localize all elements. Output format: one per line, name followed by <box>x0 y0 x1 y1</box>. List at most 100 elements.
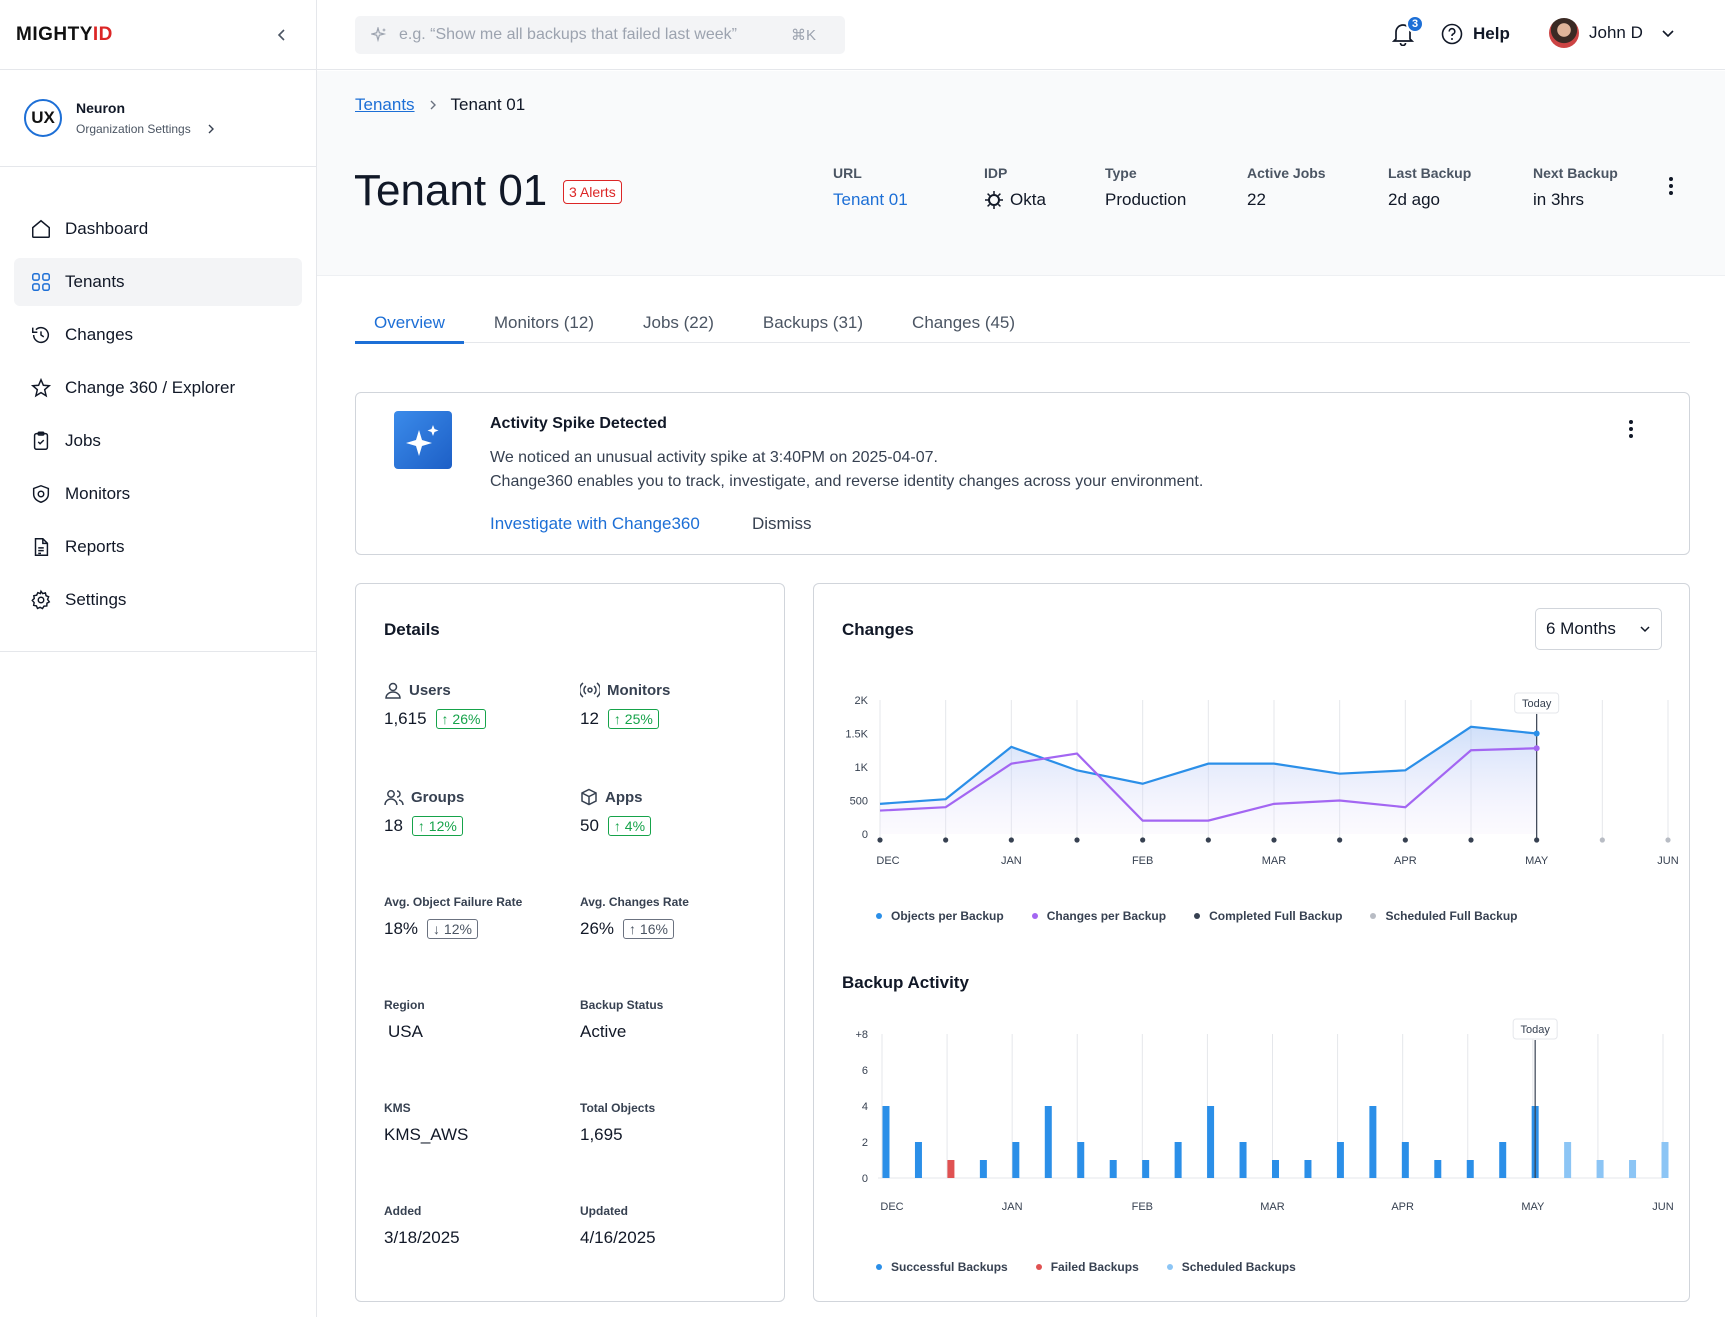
breadcrumb-tenants-link[interactable]: Tenants <box>355 95 415 114</box>
notifications-button[interactable]: 3 <box>1391 15 1424 48</box>
meta-type: Type Production <box>1105 165 1186 210</box>
bar-success <box>1466 1160 1474 1178</box>
bar-success <box>882 1106 890 1178</box>
completed-backup-marker <box>1402 837 1408 843</box>
stat-label: Total Objects <box>580 1101 656 1115</box>
meta-value: in 3hrs <box>1533 190 1585 209</box>
backup-activity-chart: 0 2 4 6 +8 DEC JAN FEB MAR APR MAY JUN Today <box>855 1018 1674 1213</box>
tab-changes[interactable]: Changes (45) <box>912 313 1016 332</box>
completed-backup-marker <box>1468 837 1474 843</box>
search-input[interactable] <box>399 26 779 44</box>
legend-item: Failed Backups <box>1035 1260 1139 1274</box>
stat-value: 1,615 <box>384 709 427 728</box>
completed-backup-marker <box>1534 837 1540 843</box>
y-tick-label: 500 <box>850 796 868 808</box>
nav-item-dashboard[interactable]: Dashboard <box>14 205 302 253</box>
details-title: Details <box>384 620 440 639</box>
dismiss-button[interactable]: Dismiss <box>752 514 812 533</box>
stat-value: KMS_AWS <box>384 1125 469 1144</box>
star-icon <box>30 377 52 398</box>
stat-label: KMS <box>384 1101 411 1115</box>
meta-value: Okta <box>1010 190 1046 209</box>
user-menu[interactable]: John D <box>1549 18 1675 48</box>
okta-icon <box>985 191 1003 209</box>
bar-success <box>1499 1142 1507 1178</box>
tab-backups[interactable]: Backups (31) <box>762 313 864 332</box>
search-shortcut: ⌘K <box>791 27 817 44</box>
topbar: ⌘K 3 Help John D <box>317 0 1725 70</box>
y-tick-label: 2 <box>862 1137 868 1149</box>
collapse-sidebar-button[interactable] <box>272 25 292 45</box>
today-marker-box <box>1512 1018 1558 1040</box>
clipboard-icon <box>33 431 49 450</box>
breadcrumb-current: Tenant 01 <box>450 95 526 114</box>
stat-value: USA <box>388 1022 423 1041</box>
range-select[interactable]: 6 Months <box>1535 608 1662 650</box>
legend-label: Objects per Backup <box>891 909 1004 923</box>
tab-overview[interactable]: Overview <box>355 301 464 344</box>
trend-badge: ↑ 25% <box>607 709 659 729</box>
chevron-down-icon <box>1640 626 1650 633</box>
range-select-value: 6 Months <box>1546 619 1616 638</box>
tab-jobs[interactable]: Jobs (22) <box>643 313 714 332</box>
x-tick-label: JUN <box>1657 855 1678 867</box>
x-tick-label: FEB <box>1132 855 1153 867</box>
bar-success <box>1304 1160 1312 1178</box>
grid-icon <box>32 273 50 291</box>
nav-item-jobs[interactable]: Jobs <box>14 417 302 465</box>
completed-backup-marker <box>1008 837 1014 843</box>
banner-more-menu[interactable] <box>1621 415 1641 443</box>
legend-item: Scheduled Backups <box>1166 1260 1296 1274</box>
x-tick-label: APR <box>1394 855 1417 867</box>
y-tick-label: 1K <box>855 762 869 774</box>
nav-label: Change 360 / Explorer <box>65 378 236 397</box>
nav-item-change360[interactable]: Change 360 / Explorer <box>14 364 302 412</box>
investigate-button[interactable]: Investigate with Change360 <box>490 514 700 533</box>
stat-label: Backup Status <box>580 998 664 1012</box>
page-title: Tenant 01 <box>354 166 548 215</box>
nav-label: Dashboard <box>65 219 149 238</box>
bar-scheduled <box>1596 1160 1604 1178</box>
search-bar[interactable]: ⌘K <box>355 16 845 54</box>
bar-scheduled <box>1564 1142 1572 1178</box>
nav-item-settings[interactable]: Settings <box>14 576 302 624</box>
stat-value: 18% <box>384 919 419 938</box>
details-card: Details Users 1,615 ↑ 26% Monitors 12 ↑ 25… <box>355 583 785 1302</box>
nav-item-changes[interactable]: Changes <box>14 311 302 359</box>
nav-item-reports[interactable]: Reports <box>14 523 302 571</box>
series-line-changes <box>879 747 1537 822</box>
organization-switcher[interactable]: UX Neuron Organization Settings <box>0 70 316 167</box>
stat-monitors: Monitors 12 ↑ 25% <box>580 681 670 729</box>
meta-value: 22 <box>1247 190 1266 209</box>
x-tick-label: MAY <box>1521 1201 1545 1213</box>
area-fill <box>880 726 1537 834</box>
tab-monitors[interactable]: Monitors (12) <box>493 313 594 332</box>
legend-item: Completed Full Backup <box>1194 909 1342 923</box>
changes-title: Changes <box>842 620 914 639</box>
legend-item: Scheduled Full Backup <box>1370 909 1517 923</box>
meta-label: IDP <box>984 165 1008 181</box>
trend-badge: ↑ 16% <box>623 919 674 939</box>
meta-active-jobs: Active Jobs 22 <box>1247 165 1326 210</box>
stat-label: Groups <box>411 788 465 806</box>
tenant-more-menu[interactable] <box>1661 172 1681 200</box>
bar-success <box>1272 1160 1279 1178</box>
question-circle-icon <box>1441 23 1463 45</box>
sparkle-icon <box>371 27 387 43</box>
nav-item-monitors[interactable]: Monitors <box>14 470 302 518</box>
y-tick-label: 1.5K <box>845 729 868 741</box>
trend-badge: ↑ 4% <box>607 816 652 836</box>
brand-logo[interactable]: MIGHTYID <box>16 23 113 45</box>
x-tick-label: FEB <box>1132 1201 1153 1213</box>
help-button[interactable]: Help <box>1441 23 1510 45</box>
changes-card: Changes 6 Months 0 500 1K 1.5K 2K DEC JAN FEB MA… <box>813 583 1690 1302</box>
legend-label: Successful Backups <box>891 1260 1008 1274</box>
series-line-objects <box>879 725 1537 805</box>
user-name: John D <box>1589 23 1643 42</box>
meta-label: Type <box>1105 165 1137 181</box>
tenant-url-link[interactable]: Tenant 01 <box>833 190 908 209</box>
nav-item-tenants[interactable]: Tenants <box>14 258 302 306</box>
stat-changes-rate: Avg. Changes Rate 26% ↑ 16% <box>580 895 689 939</box>
stat-label: Updated <box>580 1204 628 1218</box>
alerts-badge[interactable]: 3 Alerts <box>563 180 622 204</box>
